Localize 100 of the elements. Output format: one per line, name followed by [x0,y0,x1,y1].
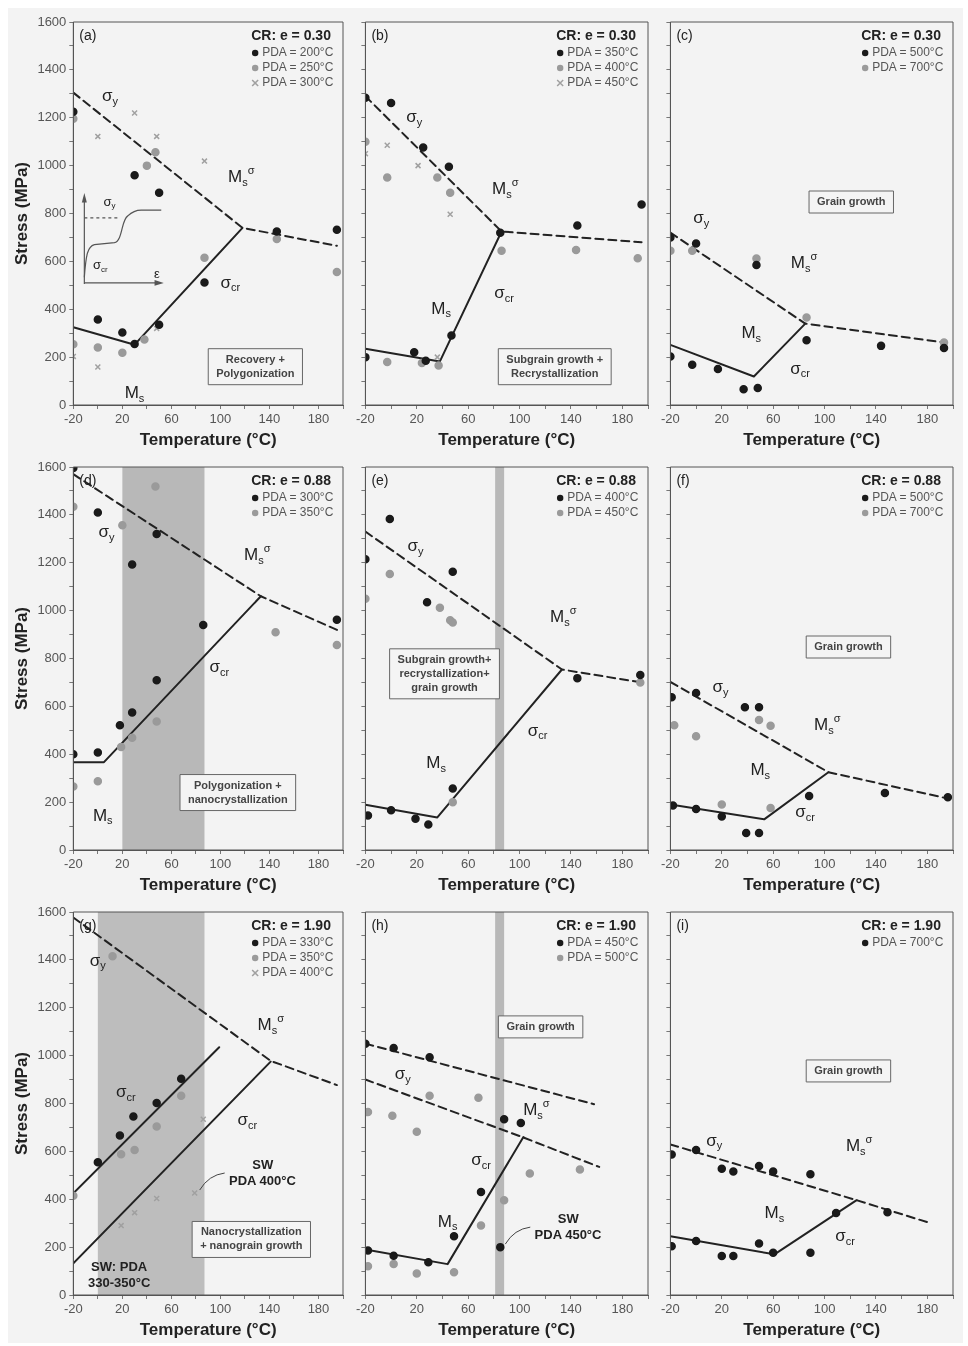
chart-title: (f) [676,471,690,488]
x-tick-label: 140 [865,1301,887,1317]
annotation: SW: PDA 330-350°C [88,1259,151,1291]
legend-label: PDA = 200°C [262,45,334,60]
x-tick-label: 60 [164,411,179,427]
legend-label: PDA = 400°C [567,490,639,505]
x-tick-label: -20 [661,411,680,427]
x-tick-label: 20 [409,411,425,427]
legend-title: CR: e = 0.30 [556,26,637,43]
annotation: Grain growth [506,1019,576,1032]
chart-title: (c) [676,26,693,43]
y-axis-title: Stress (MPa) [11,1052,31,1155]
legend-title: CR: e = 1.90 [861,916,942,933]
annotation: Nanocrystallization + nanograin growth [200,1225,303,1252]
y-tick-label: 0 [59,841,67,857]
y-tick-label: 0 [59,396,67,412]
annotation: Subgrain growth+ recrystallization+ grain growth [397,652,492,693]
x-tick-label: 60 [460,856,476,872]
x-tick-label: 180 [611,856,634,872]
x-tick-label: 20 [714,856,730,872]
x-tick-label: 20 [714,1301,730,1317]
x-axis-title: Temperature (°C) [743,875,881,895]
y-tick-label: 0 [59,1286,67,1302]
legend-label: PDA = 700°C [872,505,944,520]
x-tick-label: 180 [611,411,634,427]
x-tick-label: 60 [765,411,781,427]
legend-title: CR: e = 0.88 [556,471,637,488]
annotation: Subgrain growth + Recrystallization [506,352,604,379]
y-tick-label: 1000 [37,157,67,173]
x-tick-label: 100 [209,1301,232,1317]
legend-label: PDA = 400°C [262,965,334,980]
annotation: SW PDA 450°C [534,1210,603,1242]
legend-label: PDA = 250°C [262,60,334,75]
annotation: Grain growth [814,640,883,653]
legend-label: PDA = 500°C [872,45,944,60]
y-axis-title: Stress (MPa) [11,607,31,710]
legend-label: PDA = 700°C [872,60,944,75]
legend-title: CR: e = 0.30 [861,26,942,43]
x-tick-label: -20 [63,411,83,427]
y-tick-label: 600 [44,1142,67,1158]
y-tick-label: 200 [44,348,67,364]
x-axis-title: Temperature (°C) [438,875,576,895]
chart-title: (h) [371,916,389,933]
x-tick-label: 100 [508,1301,531,1317]
x-axis-title: Temperature (°C) [438,1320,576,1340]
x-tick-label: 20 [115,411,130,427]
annotation: Grain growth [814,1063,883,1076]
y-tick-label: 400 [44,745,67,761]
legend-title: CR: e = 0.88 [251,471,332,488]
y-tick-label: 600 [44,697,67,713]
legend-label: PDA = 330°C [262,935,334,950]
annotation: Grain growth [817,195,886,208]
x-tick-label: 180 [916,856,939,872]
y-tick-label: 200 [44,1238,67,1254]
x-tick-label: 140 [560,1301,582,1317]
legend-label: PDA = 700°C [872,935,944,950]
y-tick-label: 1200 [37,109,67,125]
legend-label: PDA = 450°C [567,75,639,90]
legend-label: PDA = 300°C [262,75,334,90]
legend-title: CR: e = 1.90 [556,916,637,933]
x-tick-label: 100 [508,856,531,872]
y-tick-label: 1400 [37,506,67,522]
x-tick-label: 100 [209,856,232,872]
y-tick-label: 1400 [37,61,67,77]
y-axis-title: Stress (MPa) [11,162,31,265]
x-axis-title: Temperature (°C) [139,430,277,450]
x-tick-label: 140 [560,411,582,427]
legend-title: CR: e = 0.88 [861,471,942,488]
x-axis-title: Temperature (°C) [438,430,576,450]
y-tick-label: 1000 [37,1047,67,1063]
x-tick-label: 140 [258,1301,281,1317]
chart-title: (b) [371,26,389,43]
x-tick-label: 60 [164,1301,179,1317]
y-tick-label: 1600 [37,903,67,919]
y-tick-label: 1200 [37,554,67,570]
chart-title: (i) [676,916,689,933]
y-tick-label: 1600 [37,458,67,474]
x-tick-label: -20 [356,856,375,872]
x-tick-label: 180 [307,411,330,427]
x-tick-label: 180 [611,1301,634,1317]
x-tick-label: -20 [661,856,680,872]
legend-title: CR: e = 0.30 [251,26,332,43]
legend-label: PDA = 450°C [567,505,639,520]
legend-label: PDA = 350°C [567,45,639,60]
x-tick-label: 140 [258,411,281,427]
x-tick-label: 60 [765,1301,781,1317]
x-tick-label: 60 [765,856,781,872]
y-tick-label: 200 [44,793,67,809]
y-tick-label: 800 [44,205,67,221]
x-tick-label: 180 [307,856,330,872]
x-tick-label: 20 [409,1301,425,1317]
legend-label: PDA = 300°C [262,490,334,505]
y-tick-label: 1000 [37,602,67,618]
legend-label: PDA = 350°C [262,505,334,520]
x-axis-title: Temperature (°C) [743,430,881,450]
x-tick-label: 60 [164,856,179,872]
legend-label: PDA = 500°C [567,950,639,965]
y-tick-label: 800 [44,650,67,666]
annotation: Polygonization + nanocrystallization [188,778,288,805]
x-tick-label: -20 [63,1301,83,1317]
